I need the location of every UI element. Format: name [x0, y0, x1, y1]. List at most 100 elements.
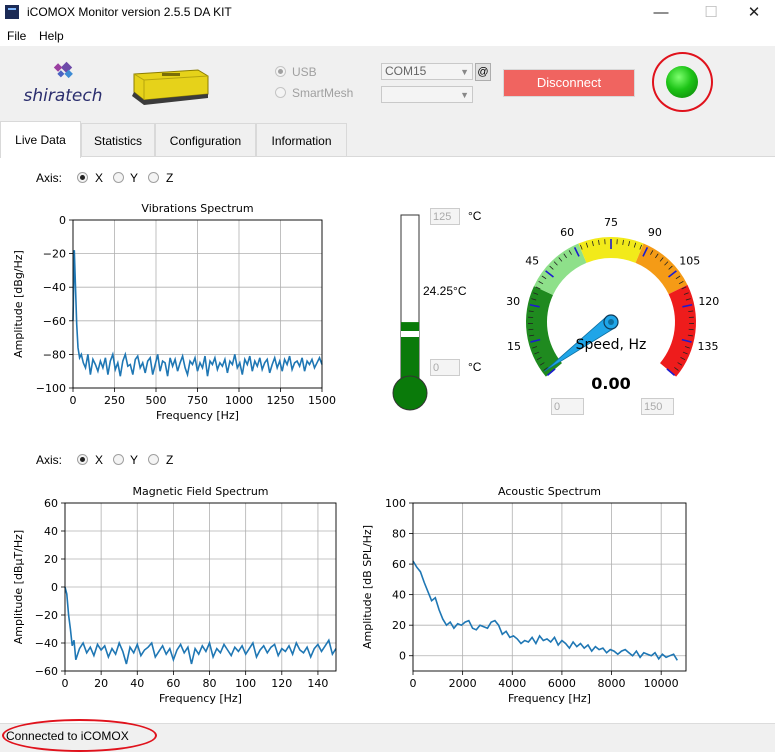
- gauge-tick-label: 45: [525, 254, 539, 267]
- y-tick-label: 80: [392, 528, 406, 541]
- gauge-band: [533, 243, 587, 295]
- y-tick-label: −60: [43, 315, 66, 328]
- y-tick-label: 0: [399, 650, 406, 663]
- thermometer-max-field[interactable]: 125: [430, 208, 460, 225]
- x-tick-label: 20: [94, 677, 108, 690]
- tab-configuration[interactable]: Configuration: [155, 123, 256, 156]
- axis-z-radio[interactable]: [148, 454, 159, 465]
- x-axis-label: Frequency [Hz]: [159, 692, 242, 705]
- menu-file[interactable]: File: [7, 29, 27, 43]
- axis-label: Axis:: [36, 453, 63, 467]
- x-tick-label: 60: [166, 677, 180, 690]
- grid: [412, 502, 686, 671]
- x-tick-label: 500: [146, 394, 167, 407]
- axis-z-label: Z: [166, 171, 174, 185]
- close-button[interactable]: ✕: [747, 4, 761, 21]
- window-title: iCOMOX Monitor version 2.5.5 DA KIT: [27, 5, 232, 19]
- gauge-max-field[interactable]: 150: [641, 398, 674, 415]
- com-port-select[interactable]: COM15 ▼: [381, 63, 473, 80]
- highlight-circle-led: [652, 52, 713, 112]
- y-tick-label: −60: [35, 665, 58, 678]
- highlight-circle-status: [2, 719, 157, 752]
- gauge-tick-label: 105: [679, 254, 700, 267]
- gauge-band: [578, 237, 644, 263]
- axis-x-radio[interactable]: [77, 454, 88, 465]
- axis-z-radio[interactable]: [148, 172, 159, 183]
- chart-title: Acoustic Spectrum: [498, 485, 601, 498]
- connection-status-led: [666, 66, 698, 98]
- y-tick-label: 20: [392, 619, 406, 632]
- x-tick-label: 100: [235, 677, 256, 690]
- x-tick-label: 120: [271, 677, 292, 690]
- usb-label: USB: [292, 65, 317, 79]
- y-tick-label: 20: [44, 553, 58, 566]
- gauge-tick-label: 30: [506, 295, 520, 308]
- x-tick-label: 250: [104, 394, 125, 407]
- y-tick-label: 40: [44, 525, 58, 538]
- temperature-reading: 24.25°C: [423, 284, 467, 298]
- axis-x-label: X: [95, 453, 104, 467]
- x-tick-label: 0: [62, 677, 69, 690]
- x-tick-label: 0: [410, 677, 417, 690]
- axis-label: Axis:: [36, 171, 63, 185]
- x-tick-label: 4000: [498, 677, 526, 690]
- menu-help[interactable]: Help: [39, 29, 64, 43]
- x-tick-label: 8000: [598, 677, 626, 690]
- maximize-button[interactable]: ☐: [704, 4, 718, 21]
- tab-information[interactable]: Information: [256, 123, 347, 156]
- thermometer-bulb: [392, 375, 428, 411]
- thermometer-level: [401, 322, 419, 389]
- x-tick-label: 1500: [308, 394, 336, 407]
- y-tick-label: −20: [43, 248, 66, 261]
- y-tick-label: 0: [51, 581, 58, 594]
- series-line: [412, 560, 678, 661]
- magnetic-field-spectrum-chart: 0 20 40 60 80 100 120 140 60 40 20 0 −20 −40 −60 Magnet…: [12, 485, 337, 705]
- smartmesh-select[interactable]: ▼: [381, 86, 473, 103]
- gauge-tick-label: 75: [604, 216, 618, 229]
- icomox-device-image: [128, 60, 212, 106]
- gauge-tick-label: 15: [507, 340, 521, 353]
- usb-radio[interactable]: [275, 66, 286, 77]
- gauge-tick-label: 60: [560, 226, 574, 239]
- y-tick-label: −20: [35, 609, 58, 622]
- vibrations-spectrum-chart: 0 250 500 750 1000 1250 1500 0 −20 −40 −60 −80 −100 V…: [12, 202, 336, 422]
- y-tick-label: 0: [59, 214, 66, 227]
- x-tick-label: 80: [203, 677, 217, 690]
- axis-y-radio[interactable]: [113, 172, 124, 183]
- chart-title: Vibrations Spectrum: [141, 202, 253, 215]
- shiratech-logo-text: shiratech: [23, 86, 102, 106]
- disconnect-button[interactable]: Disconnect: [503, 69, 635, 97]
- x-tick-label: 1250: [267, 394, 295, 407]
- thermometer-min-field[interactable]: 0: [430, 359, 460, 376]
- chevron-down-icon: ▼: [460, 67, 469, 77]
- x-tick-label: 10000: [644, 677, 679, 690]
- x-tick-label: 2000: [449, 677, 477, 690]
- minimize-button[interactable]: —: [653, 4, 669, 21]
- menu-bar: [0, 26, 775, 46]
- axis-y-radio[interactable]: [113, 454, 124, 465]
- gauge-min-field[interactable]: 0: [551, 398, 584, 415]
- speed-gauge: 15 30 45 60 75 90 105 120 135 Speed, Hz 0.00: [506, 216, 719, 393]
- y-axis-label: Amplitude [dBg/Hz]: [12, 250, 25, 358]
- y-tick-label: −80: [43, 348, 66, 361]
- tab-statistics[interactable]: Statistics: [81, 123, 155, 156]
- x-tick-label: 6000: [548, 677, 576, 690]
- tab-live-data[interactable]: Live Data: [0, 121, 81, 158]
- axis-x-label: X: [95, 171, 104, 185]
- series-line: [64, 586, 337, 665]
- gauge-tick-label: 120: [698, 295, 719, 308]
- acoustic-spectrum-chart: 0 2000 4000 6000 8000 10000 100 80 60 40 20 0 Acoust…: [361, 485, 687, 705]
- y-tick-label: 40: [392, 589, 406, 602]
- axis-x-radio[interactable]: [77, 172, 88, 183]
- shiratech-logo: shiratech: [20, 61, 106, 107]
- smartmesh-radio[interactable]: [275, 87, 286, 98]
- series-line: [72, 250, 323, 378]
- at-button[interactable]: @: [475, 63, 491, 81]
- y-tick-label: 60: [44, 497, 58, 510]
- axis-z-label: Z: [166, 453, 174, 467]
- gauge-value: 0.00: [591, 374, 630, 393]
- gauge-tick-label: 135: [698, 340, 719, 353]
- thermometer-unit-top: °C: [468, 209, 482, 223]
- x-axis-label: Frequency [Hz]: [156, 409, 239, 422]
- y-tick-label: −40: [35, 637, 58, 650]
